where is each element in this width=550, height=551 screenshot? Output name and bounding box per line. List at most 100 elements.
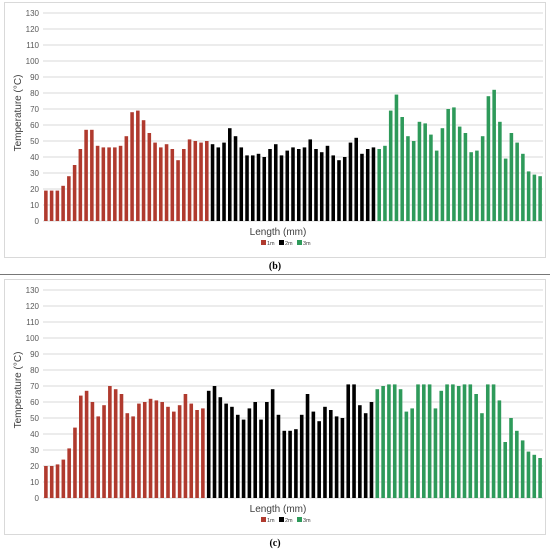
bar-3m — [398, 389, 403, 498]
bar-1m — [84, 129, 88, 221]
bar-3m — [381, 386, 385, 498]
legend-swatch-2m — [279, 240, 284, 245]
bar-3m — [417, 121, 422, 221]
bar-2m — [363, 413, 368, 498]
panel-label: (c) — [269, 538, 281, 549]
bar-2m — [302, 147, 307, 221]
bar-3m — [509, 418, 513, 498]
bar-3m — [433, 408, 438, 498]
bar-3m — [497, 400, 502, 498]
bar-3m — [439, 390, 444, 498]
bar-3m — [452, 107, 456, 221]
bar-1m — [148, 398, 153, 498]
panel-divider — [0, 274, 550, 275]
bar-3m — [422, 384, 426, 498]
bar-2m — [369, 402, 374, 498]
bar-2m — [222, 142, 226, 221]
bar-3m — [498, 121, 502, 221]
bar-2m — [265, 402, 269, 498]
bar-1m — [118, 145, 123, 221]
bar-1m — [72, 165, 77, 221]
bar-1m — [49, 466, 54, 498]
bar-1m — [177, 405, 182, 498]
bar-2m — [216, 147, 221, 221]
bar-1m — [67, 448, 71, 498]
bar-3m — [440, 128, 445, 221]
bar-3m — [400, 117, 404, 221]
y-tick-label: 10 — [30, 478, 39, 487]
y-tick-label: 130 — [26, 286, 40, 295]
bar-2m — [230, 406, 234, 498]
chart-panel-c: 0 10 20 30 40 50 60 70 80 90 100 110 120 130 Temperatu… — [0, 277, 550, 551]
legend-label-2m: 2m — [285, 241, 293, 247]
bar-2m — [288, 430, 292, 498]
y-tick-label: 100 — [26, 57, 40, 66]
y-axis-label: Temperature (°C) — [13, 75, 24, 152]
bar-2m — [279, 155, 284, 221]
chart-panel-b: 0 10 20 30 40 50 60 70 80 90 100 110 120 130 Temperatu… — [0, 0, 550, 274]
bar-3m — [388, 110, 393, 221]
bar-2m — [262, 157, 267, 221]
bar-2m — [241, 419, 246, 498]
bar-3m — [410, 408, 414, 498]
bar-2m — [233, 136, 238, 221]
y-tick-label: 120 — [26, 302, 40, 311]
x-axis-label: Length (mm) — [250, 227, 307, 238]
bar-2m — [259, 419, 263, 498]
bar-1m — [154, 400, 159, 498]
bar-2m — [299, 414, 304, 498]
bar-2m — [360, 153, 364, 221]
bar-2m — [342, 157, 347, 221]
y-tick-label: 10 — [30, 201, 39, 210]
bar-3m — [404, 411, 409, 498]
y-tick-label: 50 — [30, 414, 39, 423]
y-tick-label: 40 — [30, 430, 39, 439]
bar-1m — [44, 190, 48, 221]
bar-2m — [224, 403, 228, 498]
bar-3m — [451, 384, 455, 498]
bar-2m — [334, 416, 339, 498]
y-tick-label: 90 — [30, 73, 39, 82]
bar-1m — [147, 133, 152, 221]
bar-3m — [520, 440, 525, 498]
bar-1m — [182, 149, 186, 221]
y-tick-label: 120 — [26, 25, 40, 34]
bar-2m — [247, 408, 252, 498]
bar-2m — [337, 160, 341, 221]
bar-2m — [325, 145, 330, 221]
bar-1m — [130, 112, 134, 221]
bar-3m — [503, 158, 508, 221]
bar-2m — [218, 397, 223, 498]
bar-1m — [131, 416, 135, 498]
y-tick-label: 100 — [26, 334, 40, 343]
bar-1m — [193, 141, 198, 221]
y-tick-label: 20 — [30, 462, 39, 471]
y-tick-label: 30 — [30, 446, 39, 455]
bar-3m — [377, 149, 381, 221]
bar-3m — [492, 89, 496, 221]
legend-swatch-3m — [297, 240, 302, 245]
bar-2m — [239, 147, 244, 221]
bar-1m — [95, 145, 100, 221]
bar-1m — [141, 120, 146, 221]
y-tick-label: 0 — [35, 217, 40, 226]
bar-1m — [61, 185, 65, 221]
bar-3m — [538, 176, 542, 221]
bar-3m — [526, 451, 531, 498]
bar-3m — [434, 150, 439, 221]
bar-2m — [212, 386, 217, 498]
bar-1m — [137, 403, 141, 498]
bar-3m — [423, 123, 427, 221]
bar-2m — [291, 147, 295, 221]
y-tick-label: 110 — [26, 318, 39, 327]
bar-1m — [49, 190, 54, 221]
bar-3m — [446, 109, 450, 221]
bar-chart-b: 0 10 20 30 40 50 60 70 80 90 100 110 120 130 Temperatu… — [13, 9, 543, 247]
bar-1m — [84, 390, 89, 498]
chart-frame: 0 10 20 30 40 50 60 70 80 90 100 110 120 130 Temperatu… — [4, 279, 546, 535]
bar-1m — [55, 190, 60, 221]
legend-swatch-2m — [279, 517, 284, 522]
bar-1m — [136, 110, 140, 221]
y-tick-label: 80 — [30, 89, 39, 98]
bar-1m — [113, 147, 117, 221]
